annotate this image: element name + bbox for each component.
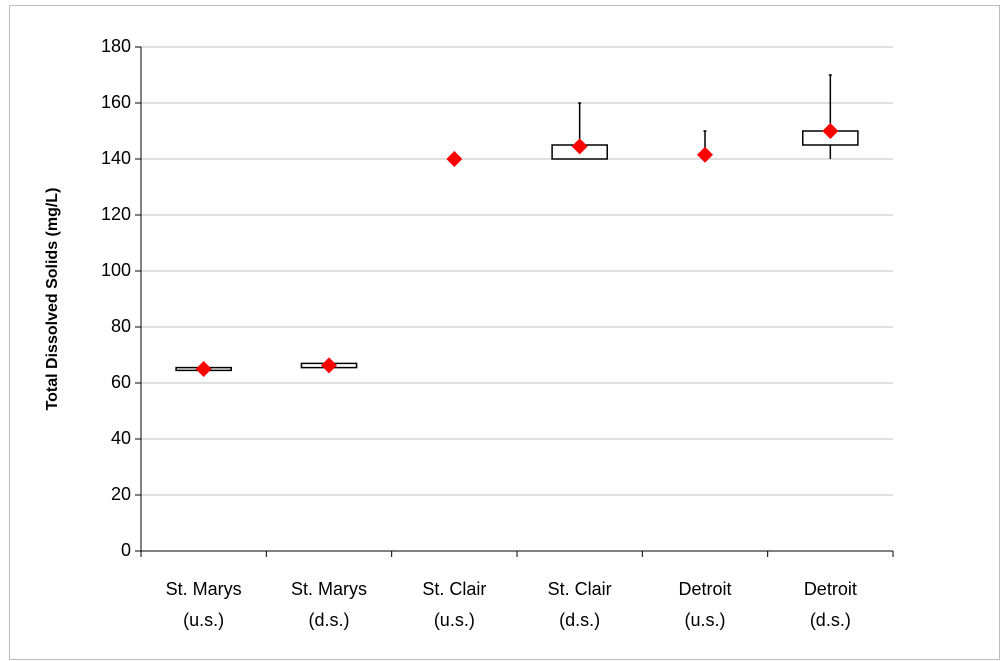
chart-frame [9, 5, 1000, 660]
y-tick-label: 120 [101, 204, 131, 224]
x-tick-label: St. Clair [548, 579, 612, 599]
x-tick-label: (d.s.) [308, 610, 349, 630]
y-tick-label: 140 [101, 148, 131, 168]
y-tick-label: 80 [111, 316, 131, 336]
x-tick-label: Detroit [804, 579, 857, 599]
mean-marker [697, 146, 713, 163]
y-tick-label: 0 [121, 540, 131, 560]
y-tick-label: 180 [101, 36, 131, 56]
x-tick-label: Detroit [678, 579, 731, 599]
mean-marker [195, 361, 212, 377]
mean-marker [571, 138, 588, 155]
y-tick-label: 40 [111, 428, 131, 448]
y-axis-label: Total Dissolved Solids (mg/L) [44, 188, 61, 411]
x-tick-label: (u.s.) [684, 610, 725, 630]
y-tick-label: 20 [111, 484, 131, 504]
x-tick-label: St. Marys [166, 579, 242, 599]
x-tick-label: St. Marys [291, 579, 367, 599]
y-tick-label: 60 [111, 372, 131, 392]
mean-marker [822, 123, 839, 139]
mean-marker [446, 151, 463, 167]
x-tick-label: St. Clair [422, 579, 486, 599]
y-tick-label: 100 [101, 260, 131, 280]
x-tick-label: (u.s.) [434, 610, 475, 630]
y-tick-label: 160 [101, 92, 131, 112]
mean-marker [321, 357, 337, 374]
x-tick-label: (u.s.) [183, 610, 224, 630]
x-tick-label: (d.s.) [559, 610, 600, 630]
x-tick-label: (d.s.) [810, 610, 851, 630]
